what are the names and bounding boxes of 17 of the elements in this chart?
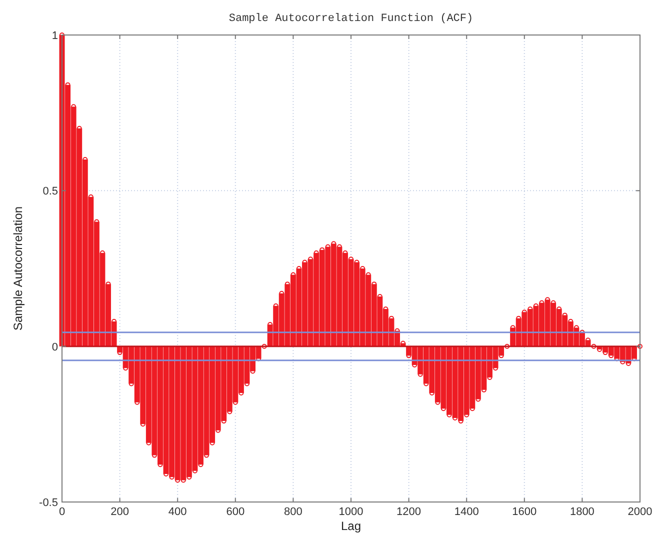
x-axis-title: Lag <box>340 519 362 533</box>
y-tick-label: 0.5 <box>42 186 58 198</box>
x-tick-label: 600 <box>226 506 245 518</box>
x-tick-label: 1000 <box>338 506 364 518</box>
y-axis-title: Sample Autocorrelation <box>11 206 25 331</box>
x-tick-label: 2000 <box>628 506 652 518</box>
x-tick-label: 1800 <box>570 506 594 518</box>
y-tick-label: 0 <box>52 341 58 354</box>
x-tick-label: 200 <box>110 506 129 518</box>
x-tick-label: 800 <box>284 506 302 518</box>
y-tick-label: -0.5 <box>39 497 58 509</box>
x-tick-label: 1200 <box>396 506 422 518</box>
x-tick-label: 400 <box>168 506 187 518</box>
x-tick-label: 1600 <box>512 506 537 518</box>
chart-title: Sample Autocorrelation Function (ACF) <box>228 13 474 25</box>
x-tick-label: 1400 <box>454 506 479 518</box>
y-tick-label: 1 <box>52 30 58 42</box>
